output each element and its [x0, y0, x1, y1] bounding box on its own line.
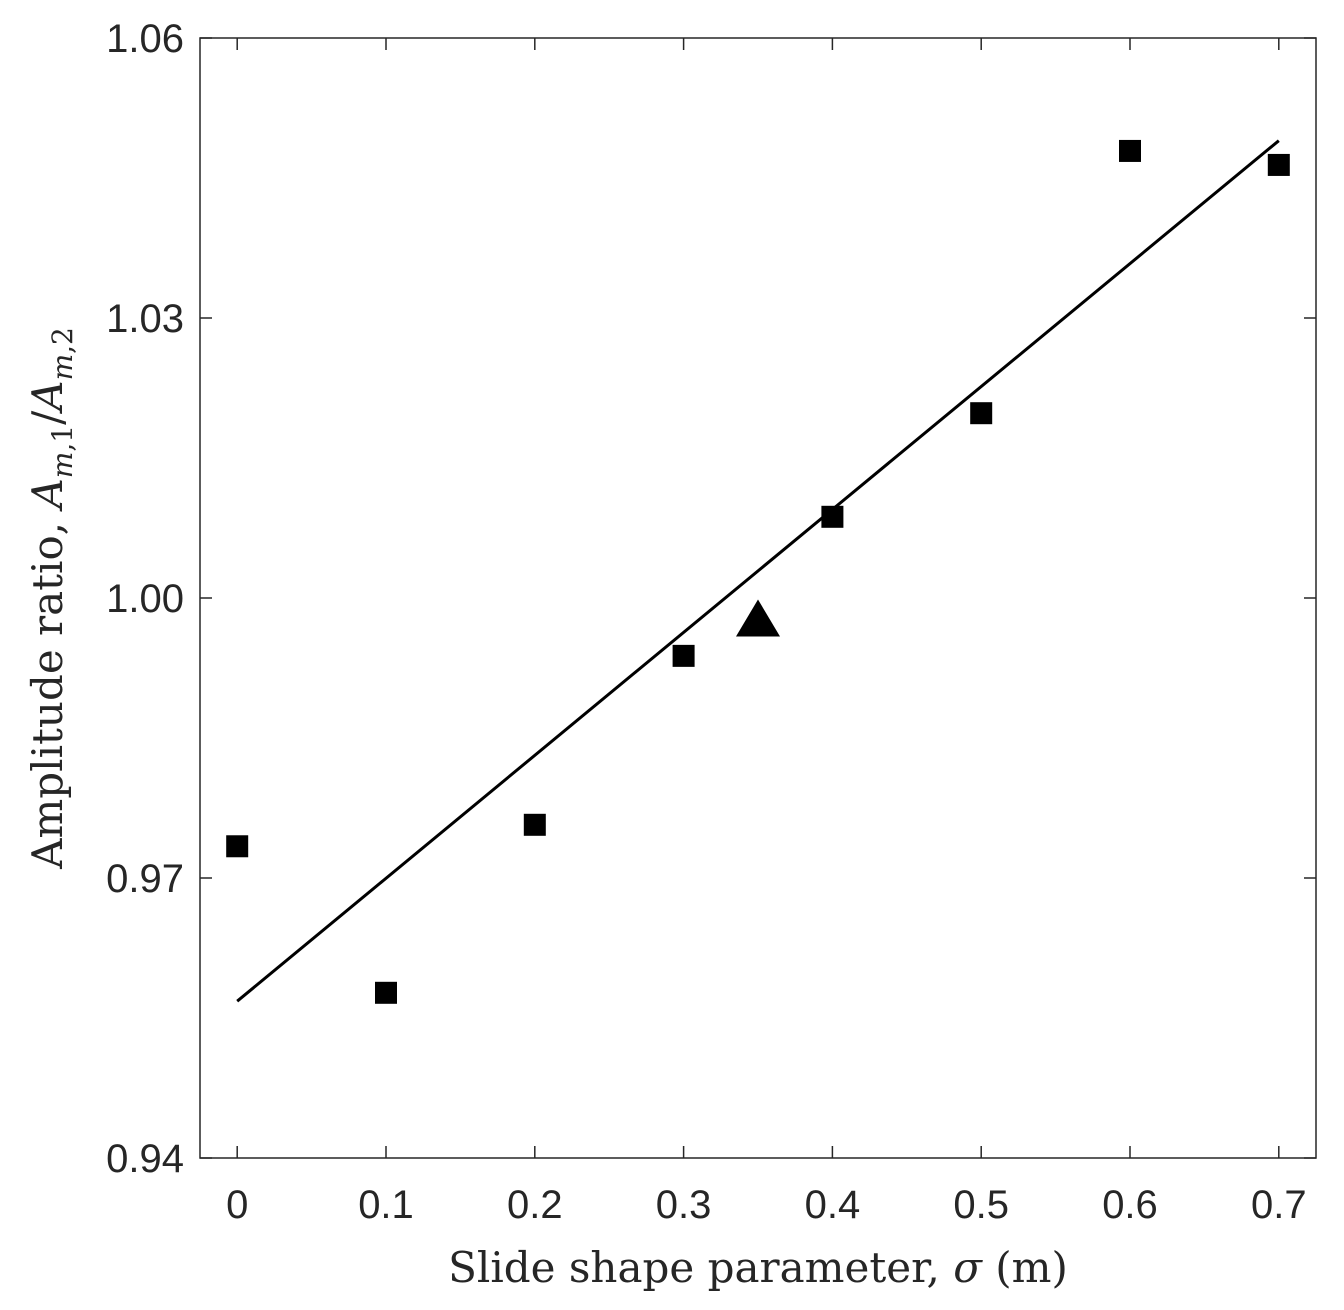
triangle-marker: [736, 599, 780, 637]
square-marker: [226, 835, 249, 858]
y-tick-label: 0.97: [106, 857, 184, 901]
square-marker: [672, 644, 695, 667]
x-axis-title: Slide shape parameter, σ (m): [448, 1243, 1068, 1292]
square-marker: [1267, 153, 1290, 176]
fit-line-group: [236, 139, 1280, 1003]
x-tick-label: 0.2: [507, 1183, 563, 1227]
x-tick-label: 0.4: [805, 1183, 861, 1227]
x-tick-label: 0: [226, 1183, 248, 1227]
x-tick-label: 0.7: [1251, 1183, 1307, 1227]
y-tick-labels: 0.94 0.97 1.00 1.03 1.06: [106, 17, 184, 1181]
square-marker: [970, 402, 993, 425]
x-tick-label: 0.5: [953, 1183, 1009, 1227]
y-tick-label: 1.00: [106, 577, 184, 621]
square-marker: [375, 981, 397, 1004]
markers-group: [226, 139, 1290, 1004]
square-marker: [523, 813, 546, 836]
fit-line: [236, 139, 1280, 1003]
square-marker: [821, 505, 844, 528]
y-axis-title: Amplitude ratio, Am,1/Am,2: [23, 327, 79, 870]
x-tick-label: 0.1: [358, 1183, 414, 1227]
y-tick-label: 1.03: [106, 297, 184, 341]
axis-ticks: [200, 37, 1316, 1159]
x-tick-labels: 0 0.1 0.2 0.3 0.4 0.5 0.6 0.7: [226, 1183, 1307, 1227]
x-tick-label: 0.3: [656, 1183, 712, 1227]
square-marker: [1119, 139, 1141, 162]
y-tick-label: 1.06: [106, 17, 184, 61]
x-tick-label: 0.6: [1102, 1183, 1158, 1227]
y-tick-label: 0.94: [106, 1137, 184, 1181]
plot-area: [199, 37, 1317, 1159]
